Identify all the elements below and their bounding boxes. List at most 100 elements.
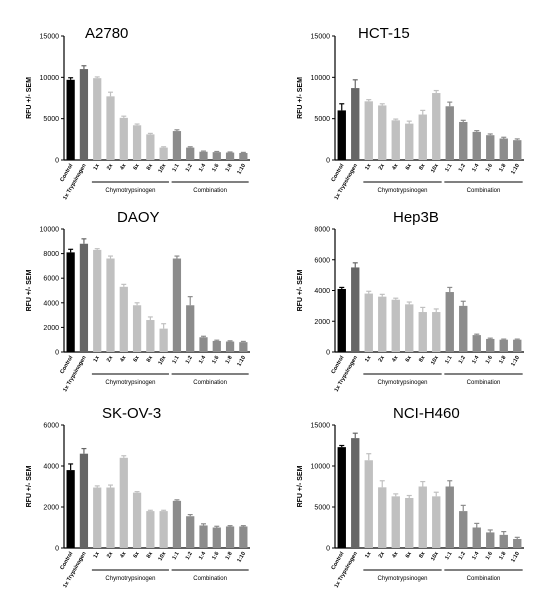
x-tick-label: 1:2 — [458, 163, 467, 173]
y-tick-label: 0 — [326, 158, 330, 165]
bar — [225, 526, 235, 548]
bar — [459, 511, 468, 548]
bar — [146, 511, 155, 548]
bar — [513, 140, 522, 160]
x-tick-label: 1:4 — [471, 162, 481, 173]
bar — [239, 342, 248, 352]
x-tick-label: 1:2 — [185, 355, 194, 365]
x-tick-label: 1:8 — [498, 355, 507, 365]
bar — [337, 447, 346, 548]
bar — [472, 527, 481, 548]
bar — [499, 138, 508, 160]
bar — [199, 337, 208, 352]
bar — [513, 538, 522, 548]
bar — [418, 312, 427, 352]
bar — [351, 267, 360, 352]
x-tick-label: 8x — [418, 354, 427, 363]
group-label: Chymotrypsinogen — [105, 576, 155, 582]
x-tick-label: 1:2 — [185, 163, 194, 173]
bar — [364, 101, 373, 160]
bar — [212, 340, 221, 352]
bar — [472, 335, 481, 352]
bar — [225, 152, 235, 160]
y-tick-label: 2000 — [314, 319, 330, 326]
y-tick-label: 0 — [326, 546, 330, 553]
bar — [486, 532, 495, 548]
x-tick-label: 1:10 — [236, 551, 247, 564]
x-tick-label: 1:10 — [236, 163, 247, 176]
x-tick-label: 8x — [146, 162, 155, 171]
chart-title: NCI-H460 — [393, 405, 460, 422]
chart-title: SK-OV-3 — [102, 405, 161, 422]
x-tick-label: 6x — [405, 550, 414, 559]
bar — [93, 487, 102, 548]
y-tick-label: 6000 — [43, 276, 59, 283]
group-label: Combination — [467, 576, 501, 582]
y-axis-label: RFU +/- SEM — [297, 465, 304, 507]
x-tick-label: 1:10 — [510, 163, 521, 176]
bar — [459, 305, 468, 352]
bar — [159, 147, 168, 160]
x-tick-label: 10x — [158, 354, 168, 366]
x-tick-label: 6x — [133, 162, 142, 171]
x-tick-label: 1x — [364, 550, 373, 559]
bar — [432, 93, 441, 160]
y-tick-label: 8000 — [314, 227, 330, 234]
x-tick-label: 2x — [378, 354, 387, 363]
chart-title: DAOY — [117, 209, 160, 226]
group-label: Chymotrypsinogen — [377, 188, 427, 194]
group-label: Combination — [467, 188, 501, 194]
x-tick-label: 1:10 — [236, 355, 247, 368]
x-tick-label: 4x — [119, 162, 128, 171]
bar — [418, 114, 427, 160]
bar — [378, 487, 387, 548]
x-tick-label: 1:8 — [225, 163, 234, 173]
x-tick-label: 1:1 — [171, 163, 180, 173]
x-tick-label: 1:10 — [510, 551, 521, 564]
bar — [405, 304, 414, 352]
x-tick-label: 2x — [378, 162, 387, 171]
bar — [337, 288, 346, 352]
group-label: Chymotrypsinogen — [377, 576, 427, 582]
bar — [391, 120, 400, 160]
x-tick-label: 8x — [418, 162, 427, 171]
x-tick-label: 1:1 — [171, 355, 180, 365]
bar — [445, 292, 454, 352]
bar — [418, 486, 427, 548]
x-tick-label: 6x — [405, 162, 414, 171]
y-tick-label: 0 — [55, 350, 59, 357]
bar — [172, 258, 182, 352]
y-tick-label: 15000 — [311, 423, 331, 430]
x-tick-label: 4x — [119, 354, 128, 363]
x-tick-label: 10x — [158, 162, 168, 174]
x-tick-label: 1:2 — [458, 355, 467, 365]
bar — [513, 339, 522, 352]
bar — [119, 457, 128, 548]
bar — [391, 496, 400, 548]
bar — [459, 121, 468, 160]
x-tick-label: 2x — [106, 550, 115, 559]
bar — [351, 88, 360, 160]
bar — [66, 470, 75, 548]
bar — [66, 79, 75, 160]
y-tick-label: 2000 — [43, 325, 59, 332]
chart-title: A2780 — [85, 25, 128, 42]
bar — [337, 110, 346, 160]
bar — [132, 492, 142, 548]
y-tick-label: 4000 — [314, 288, 330, 295]
x-tick-label: 8x — [146, 354, 155, 363]
x-tick-label: 4x — [391, 162, 400, 171]
x-tick-label: 4x — [119, 550, 128, 559]
x-tick-label: 10x — [430, 550, 440, 562]
bar — [364, 460, 373, 548]
x-tick-label: 1:8 — [225, 551, 234, 561]
y-tick-label: 4000 — [43, 464, 59, 471]
x-tick-label: 10x — [430, 162, 440, 174]
x-tick-label: 8x — [418, 550, 427, 559]
chart-title: Hep3B — [393, 209, 439, 226]
bar — [212, 527, 221, 548]
